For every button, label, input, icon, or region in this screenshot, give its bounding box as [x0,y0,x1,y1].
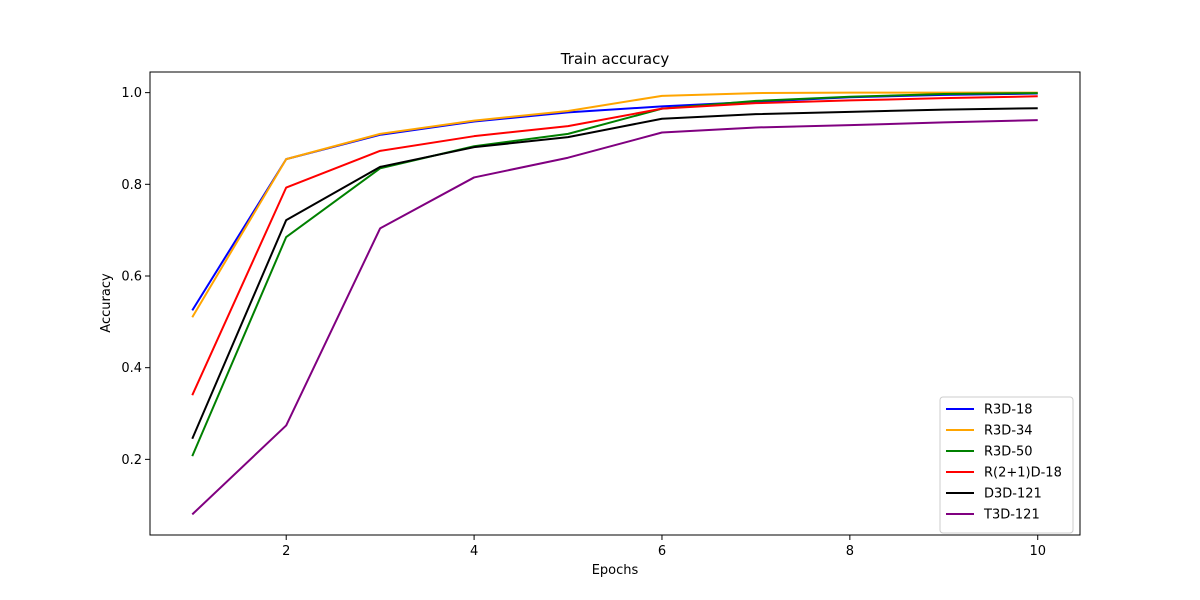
legend-label: R3D-18 [984,403,1033,418]
legend-label: R(2+1)D-18 [984,466,1062,481]
series-line-r-2-1-d-18 [191,95,1038,396]
y-tick-label: 0.2 [121,453,142,468]
plot-area-frame [149,71,1081,536]
chart-title: Train accuracy [560,50,670,68]
legend-label: R3D-50 [984,445,1033,460]
series-line-r3d-50 [191,92,1038,457]
x-tick-label: 10 [1029,544,1046,559]
series-line-r3d-34 [191,91,1038,318]
y-tick-label: 0.4 [121,361,142,376]
legend-label: T3D-121 [983,508,1040,523]
legend-label: D3D-121 [984,487,1042,502]
x-tick-label: 8 [846,544,854,559]
x-tick-label: 6 [658,544,666,559]
y-tick-label: 0.8 [121,178,142,193]
x-tick-label: 4 [470,544,478,559]
y-axis-label: Accuracy [99,273,114,333]
series-line-t3d-121 [191,119,1038,516]
x-tick-label: 2 [282,544,290,559]
x-axis-label: Epochs [592,563,639,578]
series-lines [191,91,1038,516]
y-tick-label: 0.6 [121,269,142,284]
series-line-d3d-121 [191,107,1038,440]
legend-label: R3D-34 [984,424,1033,439]
y-tick-label: 1.0 [121,86,142,101]
axis-ticks: 2 4 6 8 10 0.2 0.4 0.6 0.8 1.0 [121,86,1046,559]
legend: R3D-18 R3D-34 R3D-50 R(2+1)D-18 D3D-121 T3D-1… [939,396,1074,534]
